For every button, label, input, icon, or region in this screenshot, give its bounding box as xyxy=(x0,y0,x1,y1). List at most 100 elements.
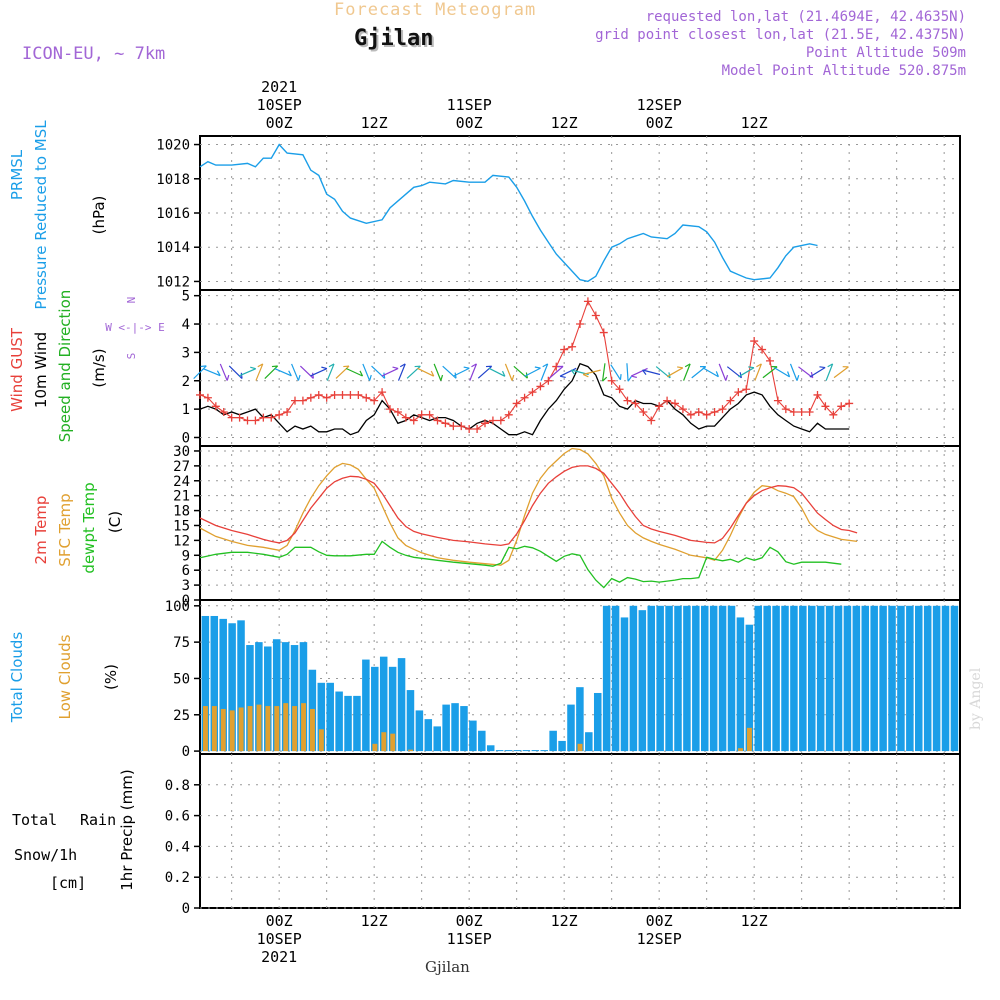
wind-gust-marker xyxy=(773,396,782,405)
total-cloud-bar xyxy=(299,642,308,752)
gridpoint-coords: grid point closest lon,lat (21.5E, 42.43… xyxy=(595,27,966,43)
total-cloud-bar xyxy=(486,745,495,752)
temp-ytick-label: 30 xyxy=(173,444,190,460)
wind-direction-arrow xyxy=(469,363,478,381)
pressure-line xyxy=(199,143,818,283)
wind-ytick-label: 5 xyxy=(182,289,190,305)
wind-gust-marker xyxy=(544,376,553,385)
total-cloud-bar xyxy=(772,605,780,752)
total-cloud-bar xyxy=(558,740,566,752)
clouds-unit: (%) xyxy=(102,664,120,690)
top-time-label: 10SEP xyxy=(257,96,302,114)
chart-title: Forecast Meteogram xyxy=(334,0,537,20)
wind-gust-marker xyxy=(750,337,759,346)
top-time-label: 12Z xyxy=(361,114,388,132)
wind-gust-marker xyxy=(393,407,402,416)
low-cloud-bar xyxy=(238,707,244,752)
precip-total-label: Total xyxy=(12,811,57,829)
wind-10m-label: 10m Wind xyxy=(32,332,50,408)
total-cloud-bar xyxy=(799,605,807,752)
wind-direction-arrow xyxy=(630,367,648,379)
wind-direction-arrow xyxy=(809,366,826,378)
wind-gust-marker xyxy=(417,410,426,419)
total-cloud-bar xyxy=(353,695,361,752)
wind-ytick-label: 2 xyxy=(182,374,190,390)
wind-gust-marker xyxy=(354,390,363,399)
wind-gust-marker xyxy=(481,419,489,428)
total-cloud-bar xyxy=(540,750,548,752)
top-time-label: 11SEP xyxy=(447,96,492,114)
wind-gust-marker xyxy=(821,402,830,411)
total-cloud-bar xyxy=(388,666,397,752)
total-cloud-bar xyxy=(665,605,673,752)
wind-direction-arrow xyxy=(825,363,834,381)
total-cloud-bar xyxy=(816,605,825,752)
total-cloud-bar xyxy=(843,605,852,752)
wind-gust-marker xyxy=(726,396,735,405)
wind-direction-arrow xyxy=(833,366,849,379)
wind-gust-marker xyxy=(766,356,774,365)
wind-gust-marker xyxy=(338,390,347,399)
wind-gust-marker xyxy=(267,413,276,422)
wind-gust-marker xyxy=(678,405,687,414)
clouds-ytick-label: 75 xyxy=(173,635,190,651)
total-cloud-bar xyxy=(397,658,406,752)
wind-direction-arrow xyxy=(274,368,292,377)
bottom-time-label: 00Z xyxy=(266,912,293,930)
low-cloud-bar xyxy=(274,706,280,752)
wind-gust-marker xyxy=(291,396,299,405)
wind-gust-marker xyxy=(702,410,711,419)
temp-ytick-label: 6 xyxy=(182,563,190,579)
top-time-label: 00Z xyxy=(646,114,673,132)
wind-gust-marker xyxy=(330,390,339,399)
wind-direction-arrow xyxy=(345,367,364,377)
temp-ytick-label: 24 xyxy=(173,474,190,490)
wind-gust-marker xyxy=(845,399,854,408)
wind-gust-marker xyxy=(211,402,220,411)
low-cloud-bar xyxy=(283,703,289,752)
wind-gust-marker xyxy=(283,407,292,416)
wind-gust-marker xyxy=(789,407,798,416)
low-cloud-bar xyxy=(256,704,262,752)
low-cloud-bar xyxy=(310,708,315,752)
total-cloud-bar xyxy=(897,605,905,752)
wind-gust-marker xyxy=(591,311,600,320)
total-cloud-bar xyxy=(567,704,575,752)
wind-gust-marker xyxy=(322,393,331,402)
wind-direction-arrow xyxy=(371,365,386,379)
wind-speed-line xyxy=(199,362,850,436)
total-cloud-bar xyxy=(611,605,620,752)
wind-gust-marker xyxy=(370,396,379,405)
wind-gust-marker xyxy=(568,342,577,351)
wind-gust-marker xyxy=(449,422,458,431)
total-cloud-bar xyxy=(870,605,878,752)
wind-direction-arrow xyxy=(601,363,608,382)
total-cloud-bar xyxy=(478,730,486,752)
bottom-time-label: 00Z xyxy=(456,912,483,930)
bottom-time-label: 12Z xyxy=(551,912,578,930)
bottom-time-label: 12SEP xyxy=(637,930,682,948)
precip-cm-label: [cm] xyxy=(50,874,86,892)
clouds-low-label: Low Clouds xyxy=(56,634,74,719)
precip-ytick-label: 0.4 xyxy=(165,839,190,855)
wind-direction-arrow xyxy=(488,367,506,377)
wind-gust-marker xyxy=(623,396,632,405)
wind-direction-arrow xyxy=(238,366,257,377)
compass-south: S xyxy=(125,353,138,360)
total-cloud-bar xyxy=(576,687,584,752)
total-cloud-bar xyxy=(923,605,932,752)
total-cloud-bar xyxy=(950,605,959,752)
wind-gust-marker xyxy=(805,407,814,416)
wind-gust-marker xyxy=(686,410,695,419)
wind-direction-arrow xyxy=(310,366,328,377)
wind-direction-arrow xyxy=(362,363,372,381)
total-cloud-bar xyxy=(495,750,504,752)
wind-gust-marker xyxy=(235,413,244,422)
wind-direction-arrow xyxy=(219,363,230,381)
total-cloud-bar xyxy=(754,605,763,752)
precip-unit: 1hr Precip (mm) xyxy=(118,769,136,890)
total-cloud-bar xyxy=(379,656,388,752)
temp-ytick-label: 3 xyxy=(182,578,190,594)
wind-direction-arrow xyxy=(718,363,729,381)
wind-ytick-label: 4 xyxy=(182,317,190,333)
